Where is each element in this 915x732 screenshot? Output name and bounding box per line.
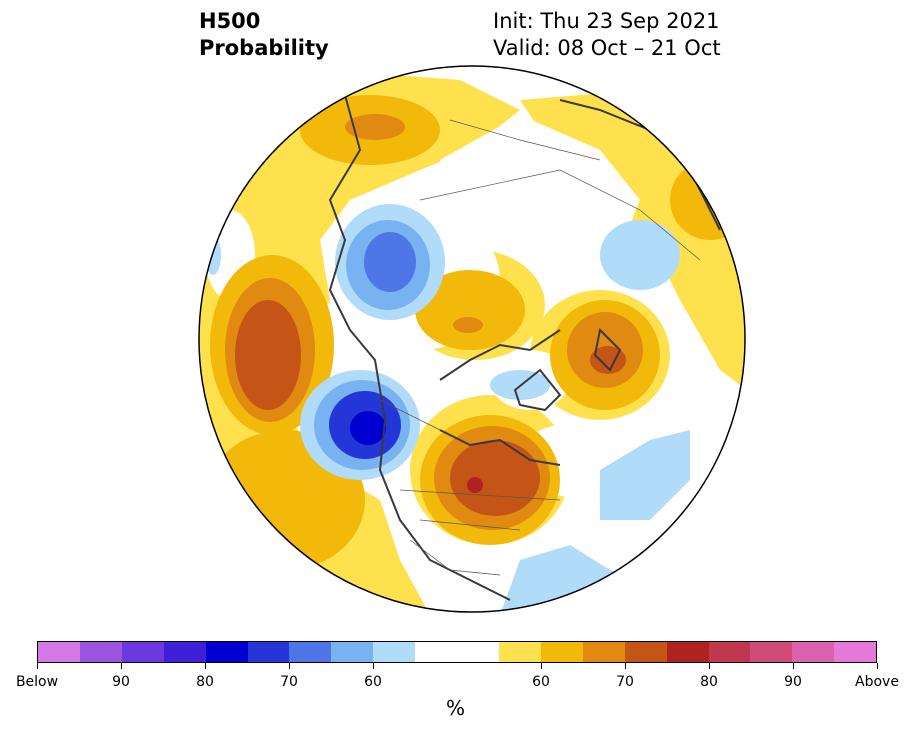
colorbar-tick-label: 70 <box>616 674 634 690</box>
colorbar-tick-label: Above <box>855 674 899 690</box>
below-normal-regions <box>205 204 690 612</box>
colorbar-segment <box>792 642 835 662</box>
colorbar-tick-label: 80 <box>700 674 718 690</box>
colorbar-segment <box>498 642 541 662</box>
map-disk <box>199 66 745 612</box>
colorbar-tick <box>792 663 794 669</box>
colorbar-tick-label: 90 <box>112 674 130 690</box>
colorbar-tick-label: 60 <box>532 674 550 690</box>
coastlines <box>328 94 721 601</box>
colorbar-segment <box>38 642 80 662</box>
borders <box>379 119 701 576</box>
colorbar <box>37 641 877 663</box>
colorbar-tick-label: 70 <box>280 674 298 690</box>
colorbar-segment <box>666 642 709 662</box>
colorbar-tick <box>540 663 542 669</box>
map-boundary <box>198 65 746 613</box>
colorbar-tick <box>36 663 38 669</box>
colorbar-tick <box>372 663 374 669</box>
colorbar-tick <box>624 663 626 669</box>
colorbar-tick <box>288 663 290 669</box>
colorbar-ticks <box>36 663 878 671</box>
colorbar-tick <box>876 663 878 669</box>
colorbar-segment <box>540 642 583 662</box>
colorbar-segment <box>708 642 751 662</box>
colorbar-tick <box>120 663 122 669</box>
colorbar-tick-label: Below <box>15 674 59 690</box>
above-normal-cores <box>205 95 745 570</box>
colorbar-tick-label: 80 <box>196 674 214 690</box>
colorbar-tick <box>708 663 710 669</box>
colorbar-segment <box>415 642 458 662</box>
valid-range: Valid: 08 Oct – 21 Oct <box>493 36 721 60</box>
colorbar-segment <box>205 642 248 662</box>
init-date: Init: Thu 23 Sep 2021 <box>493 9 720 33</box>
variable-label: H500 <box>199 9 261 33</box>
colorbar-tick-label: 60 <box>364 674 382 690</box>
colorbar-tick <box>204 663 206 669</box>
colorbar-segment <box>163 642 206 662</box>
date-info: Init: Thu 23 Sep 2021 Valid: 08 Oct – 21… <box>493 8 721 62</box>
colorbar-segment <box>834 642 877 662</box>
product-label: Probability <box>199 36 329 60</box>
colorbar-tick-label: 90 <box>784 674 802 690</box>
colorbar-segment <box>79 642 122 662</box>
colorbar-segment <box>457 642 499 662</box>
colorbar-segment <box>373 642 416 662</box>
colorbar-segment <box>331 642 374 662</box>
chart-title: H500 Probability <box>199 8 329 62</box>
unit-label: % <box>446 696 466 720</box>
colorbar-segment <box>289 642 332 662</box>
colorbar-segment <box>750 642 793 662</box>
colorbar-segment <box>121 642 164 662</box>
colorbar-segment <box>624 642 667 662</box>
colorbar-segment <box>247 642 290 662</box>
colorbar-segment <box>582 642 625 662</box>
